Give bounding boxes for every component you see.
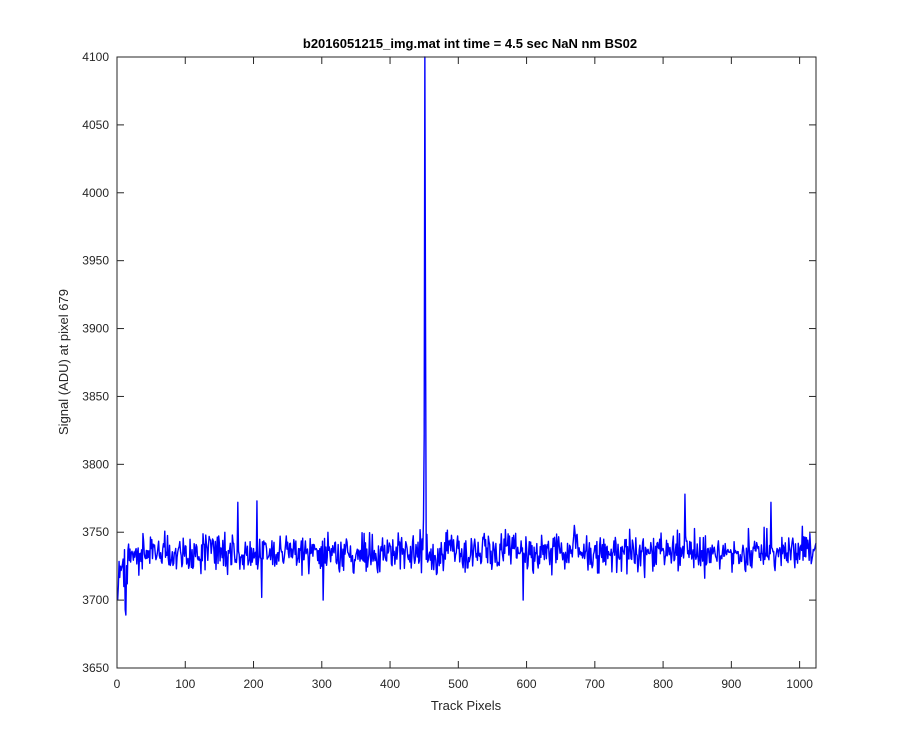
y-tick-label: 3750 <box>82 525 109 539</box>
plot-area <box>116 56 817 669</box>
x-tick-label: 500 <box>448 677 468 691</box>
x-tick-label: 0 <box>114 677 121 691</box>
y-tick-label: 4100 <box>82 50 109 64</box>
x-tick-label: 1000 <box>786 677 813 691</box>
signal-series-line <box>116 56 817 616</box>
y-tick-label: 3650 <box>82 661 109 675</box>
y-axis-label: Signal (ADU) at pixel 679 <box>56 289 71 435</box>
y-tick-label: 3800 <box>82 457 109 471</box>
x-tick-label: 900 <box>721 677 741 691</box>
x-tick-label: 200 <box>244 677 264 691</box>
y-tick-label: 3950 <box>82 254 109 268</box>
y-tick-label: 3850 <box>82 389 109 403</box>
x-axis: 0 100 200 300 400 500 600 700 800 900 1000 <box>114 57 813 691</box>
x-tick-label: 300 <box>312 677 332 691</box>
x-tick-label: 700 <box>585 677 605 691</box>
y-tick-label: 4000 <box>82 186 109 200</box>
x-tick-label: 400 <box>380 677 400 691</box>
chart-title: b2016051215_img.mat int time = 4.5 sec N… <box>303 36 637 51</box>
y-axis: 3650 3700 3750 3800 3850 3900 3950 4000 4050 4100 <box>82 50 816 675</box>
y-tick-label: 3900 <box>82 322 109 336</box>
x-tick-label: 800 <box>653 677 673 691</box>
axes-box <box>116 56 817 669</box>
y-tick-label: 4050 <box>82 118 109 132</box>
y-tick-label: 3700 <box>82 593 109 607</box>
x-axis-label: Track Pixels <box>431 698 502 713</box>
x-tick-label: 100 <box>175 677 195 691</box>
x-tick-label: 600 <box>517 677 537 691</box>
